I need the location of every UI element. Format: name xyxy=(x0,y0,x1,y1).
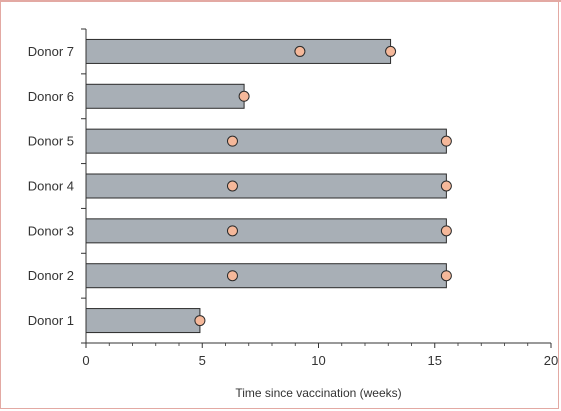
bar xyxy=(85,218,447,244)
sample-point xyxy=(440,270,452,282)
y-tick-label: Donor 3 xyxy=(28,223,74,238)
figure-top-rule xyxy=(0,0,561,2)
bar xyxy=(85,263,447,289)
sample-point xyxy=(238,90,250,102)
x-tick-label: 20 xyxy=(544,353,558,368)
y-tick-label: Donor 5 xyxy=(28,134,74,149)
x-tick-label: 15 xyxy=(428,353,442,368)
sample-point xyxy=(226,180,238,192)
sample-point xyxy=(226,270,238,282)
sample-point xyxy=(226,225,238,237)
bars-layer xyxy=(85,38,447,334)
y-tick-label: Donor 7 xyxy=(28,44,74,59)
sample-point xyxy=(440,135,452,147)
y-tick-label: Donor 6 xyxy=(28,89,74,104)
x-axis: 0 5 10 15 20 xyxy=(82,342,558,368)
bar xyxy=(85,308,201,334)
sample-point xyxy=(440,225,452,237)
bar xyxy=(85,38,392,64)
bar xyxy=(85,173,447,199)
bar xyxy=(85,83,245,109)
y-axis: Donor 7 Donor 6 Donor 5 Donor 4 Donor 3 Donor… xyxy=(28,28,87,344)
x-axis-title: Time since vaccination (weeks) xyxy=(235,386,401,400)
bar xyxy=(85,128,447,154)
y-tick-label: Donor 4 xyxy=(28,179,74,194)
x-tick-label: 10 xyxy=(311,353,325,368)
sample-point xyxy=(385,45,397,57)
y-tick-label: Donor 1 xyxy=(28,313,74,328)
x-tick-label: 0 xyxy=(82,353,89,368)
sample-point xyxy=(440,180,452,192)
sample-point xyxy=(194,315,206,327)
sample-point xyxy=(226,135,238,147)
points-layer xyxy=(194,45,452,327)
y-tick-label: Donor 2 xyxy=(28,268,74,283)
x-tick-label: 5 xyxy=(199,353,206,368)
sample-point xyxy=(294,45,306,57)
